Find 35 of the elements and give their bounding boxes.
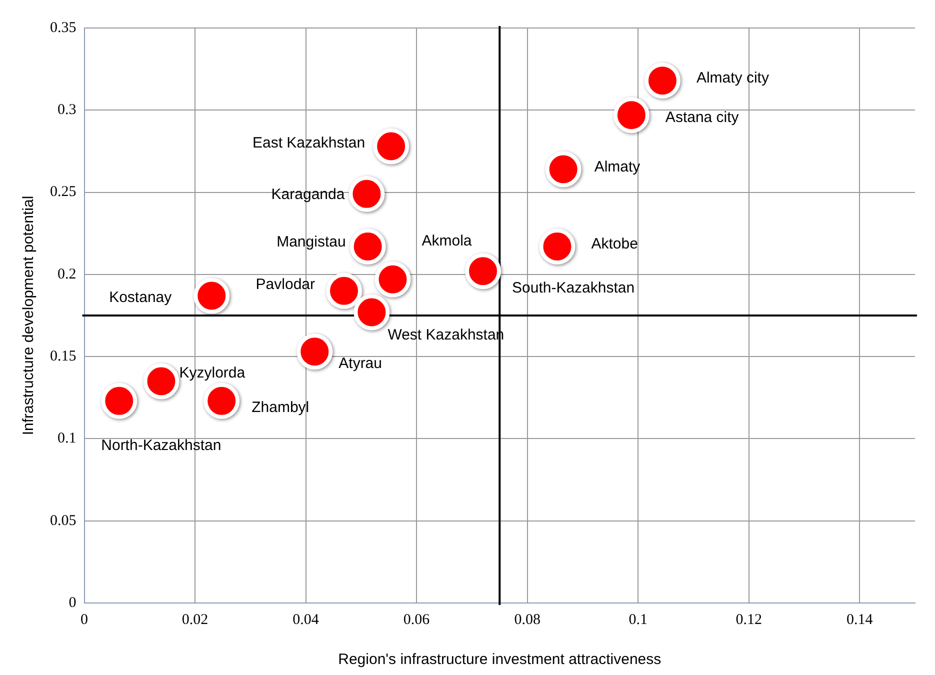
annotation: Akmola [422, 232, 472, 250]
annotation: Atyrau [338, 354, 382, 372]
annotation: Astana city [665, 109, 740, 126]
annotation: North-Kazakhstan [101, 437, 222, 454]
y-tick-label: 0 [68, 594, 76, 611]
annotation: South-Kazakhstan [512, 279, 635, 296]
y-axis-title: Infrastructure development potential [20, 196, 38, 436]
annotation: Pavlodar [256, 276, 315, 293]
x-tick-label: 0.04 [292, 612, 320, 628]
annotation: Zhambyl [252, 399, 310, 416]
x-axis-title: Region's infrastructure investment attractiveness [338, 651, 662, 668]
annotation: Mangistau [276, 234, 346, 251]
annotation: Almaty city [696, 70, 770, 87]
annotation: Karaganda [271, 186, 346, 204]
x-tick-label: 0 [80, 612, 88, 628]
y-tick-label: 0.25 [50, 184, 76, 200]
y-tick-label: 0.2 [58, 266, 76, 282]
point [613, 97, 650, 134]
point [296, 334, 333, 370]
x-tick-label: 0.12 [736, 612, 762, 628]
annotation: Kyzylorda [179, 364, 246, 382]
x-tick-label: 0.08 [514, 612, 540, 628]
y-tick-label: 0.3 [58, 102, 76, 118]
annotation: Aktobe [591, 236, 638, 253]
x-tick-label: 0.06 [403, 612, 430, 628]
y-tick-label: 0.35 [50, 20, 76, 36]
y-tick-label: 0.1 [58, 430, 76, 447]
annotation: Almaty [594, 158, 641, 176]
y-tick-label: 0.05 [50, 512, 76, 529]
annotation: East Kazakhstan [252, 134, 366, 152]
annotation: Kostanay [109, 288, 172, 306]
x-tick-label: 0.02 [182, 612, 208, 628]
x-tick-label: 0.14 [846, 612, 874, 628]
y-tick-label: 0.15 [50, 348, 76, 365]
x-tick-label: 0.1 [628, 612, 648, 628]
